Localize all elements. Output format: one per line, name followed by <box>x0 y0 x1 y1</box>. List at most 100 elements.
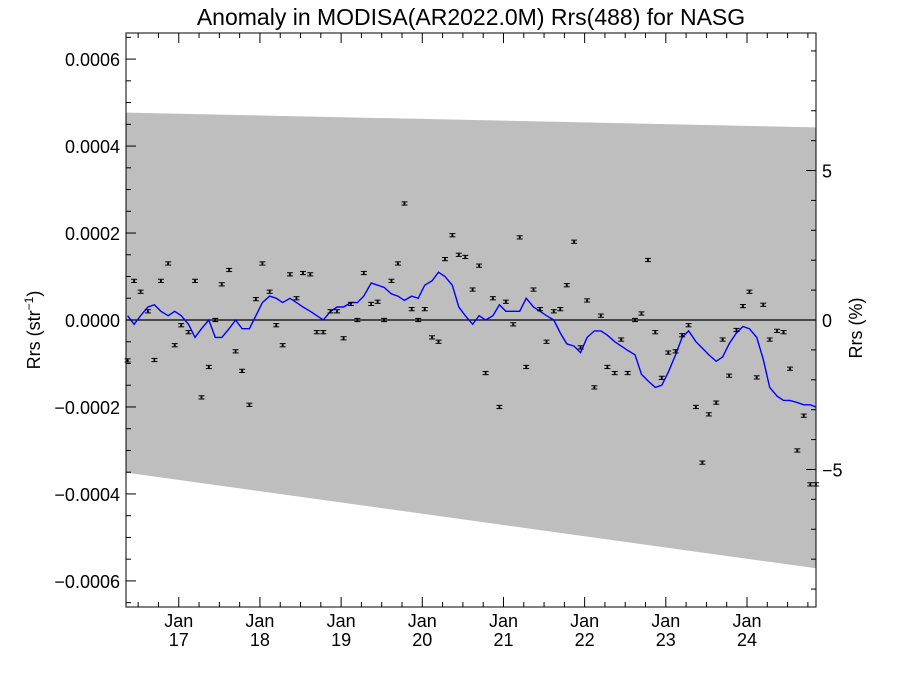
point-marker <box>180 324 183 327</box>
data-point <box>212 317 219 323</box>
data-point <box>496 404 503 410</box>
data-point <box>530 287 537 292</box>
point-marker <box>768 338 771 341</box>
point-marker <box>741 304 745 308</box>
data-point <box>252 297 259 302</box>
data-point <box>760 302 767 307</box>
point-marker <box>715 401 718 404</box>
data-point <box>658 375 665 380</box>
point-marker <box>403 202 406 205</box>
point-marker <box>464 255 467 259</box>
data-point <box>631 317 638 323</box>
point-marker <box>620 338 623 341</box>
point-marker <box>728 374 731 377</box>
data-point <box>408 307 415 312</box>
point-marker <box>613 371 616 375</box>
point-marker <box>755 376 758 379</box>
point-marker <box>762 303 765 306</box>
point-marker <box>207 365 210 369</box>
data-point <box>239 368 246 373</box>
data-point <box>739 303 746 309</box>
data-point <box>679 333 686 338</box>
data-point <box>726 373 733 378</box>
y-tick-label: 0.0004 <box>65 137 120 157</box>
point-marker <box>579 346 582 349</box>
data-point <box>178 323 185 328</box>
y2-tick-label: 5 <box>822 162 832 182</box>
point-marker <box>701 461 704 464</box>
data-point <box>185 330 192 335</box>
point-marker <box>674 350 677 353</box>
data-point <box>584 298 591 303</box>
point-marker <box>159 279 163 282</box>
data-point <box>394 261 401 266</box>
point-marker <box>315 331 318 334</box>
x-tick-year: 21 <box>493 630 513 650</box>
x-tick-month: Jan <box>164 611 193 631</box>
data-point <box>597 313 604 318</box>
point-marker <box>585 299 589 302</box>
data-point <box>232 349 239 354</box>
point-marker <box>261 262 264 265</box>
point-marker <box>383 318 386 322</box>
point-marker <box>565 284 568 287</box>
point-marker <box>525 365 528 369</box>
data-point <box>537 307 543 312</box>
data-point <box>713 400 720 405</box>
point-marker <box>437 340 440 343</box>
point-marker <box>484 371 487 375</box>
point-marker <box>538 308 542 311</box>
point-marker <box>748 290 751 293</box>
data-point <box>286 272 293 277</box>
point-marker <box>518 236 521 239</box>
data-point <box>766 337 773 342</box>
data-point <box>652 330 659 335</box>
data-point <box>327 309 334 314</box>
point-marker <box>295 297 298 300</box>
data-point <box>421 307 428 312</box>
point-marker <box>809 483 812 486</box>
point-marker <box>680 334 684 337</box>
point-marker <box>572 240 576 243</box>
axes: 0.0006 0.0004 0.0002 0.0000 −0.0002 −0.0004 −0… <box>54 32 843 650</box>
point-marker <box>410 308 413 311</box>
data-point <box>299 270 306 276</box>
data-point <box>787 366 794 371</box>
point-marker <box>173 344 176 347</box>
point-marker <box>640 312 643 315</box>
data-point <box>753 375 760 380</box>
point-marker <box>491 297 495 300</box>
point-marker <box>606 365 609 369</box>
data-point <box>550 309 557 314</box>
data-point <box>692 404 699 410</box>
data-point <box>226 267 233 273</box>
x-tick-year: 24 <box>737 630 757 650</box>
point-marker <box>451 234 454 237</box>
data-point <box>347 301 354 307</box>
point-marker <box>214 318 217 322</box>
data-point <box>334 309 341 314</box>
data-point <box>685 323 692 328</box>
data-point <box>144 309 151 314</box>
x-tick-year: 17 <box>169 630 189 650</box>
x-tick-month: Jan <box>732 611 761 631</box>
point-marker <box>694 405 697 409</box>
y-axis-label: Rrs (str−1) <box>22 291 44 370</box>
point-marker <box>626 371 629 375</box>
x-tick-month: Jan <box>408 611 437 631</box>
data-point <box>557 307 564 312</box>
data-point <box>165 261 172 266</box>
point-marker <box>430 336 434 339</box>
data-point <box>192 278 198 283</box>
data-point <box>807 482 814 487</box>
data-point <box>644 257 651 263</box>
x-tick-year: 20 <box>412 630 432 650</box>
data-point <box>374 299 381 304</box>
data-point <box>604 364 611 370</box>
data-point <box>415 317 422 323</box>
data-point <box>307 272 314 277</box>
data-point <box>429 335 436 340</box>
data-point <box>246 402 253 407</box>
point-marker <box>139 290 142 293</box>
data-point <box>489 296 496 301</box>
